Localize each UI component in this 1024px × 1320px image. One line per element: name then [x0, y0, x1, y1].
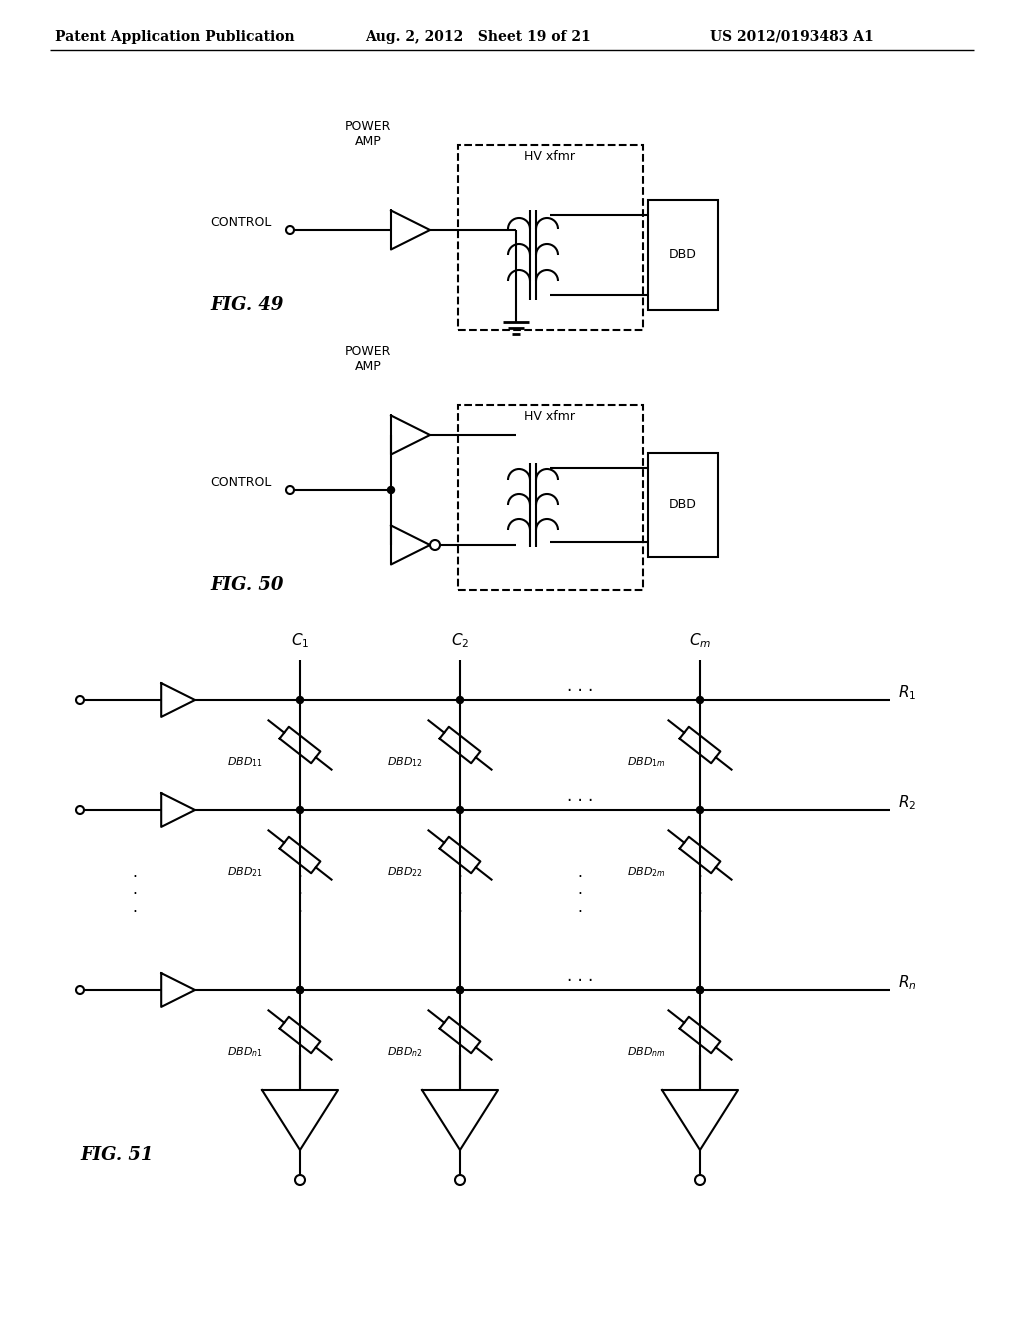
Text: $C_m$: $C_m$ — [689, 631, 711, 649]
Circle shape — [457, 986, 464, 994]
Text: ·
·
·: · · · — [578, 870, 583, 920]
Circle shape — [297, 986, 303, 994]
Text: · · ·: · · · — [567, 682, 593, 700]
Bar — [648, 201, 718, 310]
Text: $R_n$: $R_n$ — [898, 973, 916, 991]
Text: $DBD_{12}$: $DBD_{12}$ — [387, 755, 423, 768]
Text: $DBD_{1m}$: $DBD_{1m}$ — [627, 755, 666, 768]
Circle shape — [696, 697, 703, 704]
Text: $DBD_{n1}$: $DBD_{n1}$ — [227, 1045, 263, 1059]
Text: CONTROL: CONTROL — [210, 477, 271, 488]
Text: FIG. 50: FIG. 50 — [210, 576, 284, 594]
Text: POWER: POWER — [345, 120, 391, 133]
Circle shape — [457, 697, 464, 704]
Text: CONTROL: CONTROL — [210, 216, 271, 228]
Text: AMP: AMP — [354, 360, 381, 374]
Text: $DBD_{11}$: $DBD_{11}$ — [227, 755, 263, 768]
Text: HV xfmr: HV xfmr — [524, 411, 575, 422]
Bar — [458, 405, 643, 590]
Text: AMP: AMP — [354, 135, 381, 148]
Circle shape — [696, 986, 703, 994]
Text: $DBD_{nm}$: $DBD_{nm}$ — [627, 1045, 666, 1059]
Text: $R_2$: $R_2$ — [898, 793, 916, 812]
Text: $C_2$: $C_2$ — [451, 631, 469, 649]
Circle shape — [297, 986, 303, 994]
Text: DBD: DBD — [669, 248, 697, 261]
Text: HV xfmr: HV xfmr — [524, 150, 575, 162]
Text: US 2012/0193483 A1: US 2012/0193483 A1 — [710, 30, 873, 44]
Text: Patent Application Publication: Patent Application Publication — [55, 30, 295, 44]
Text: Aug. 2, 2012   Sheet 19 of 21: Aug. 2, 2012 Sheet 19 of 21 — [365, 30, 591, 44]
Text: $R_1$: $R_1$ — [898, 682, 916, 702]
Circle shape — [297, 807, 303, 813]
Text: $DBD_{n2}$: $DBD_{n2}$ — [387, 1045, 423, 1059]
Text: $C_1$: $C_1$ — [291, 631, 309, 649]
Circle shape — [457, 986, 464, 994]
Text: DBD: DBD — [669, 499, 697, 511]
Circle shape — [696, 986, 703, 994]
Text: · · ·: · · · — [567, 792, 593, 810]
Text: $DBD_{2m}$: $DBD_{2m}$ — [627, 865, 666, 879]
Bar — [648, 453, 718, 557]
Circle shape — [387, 487, 394, 494]
Bar — [458, 145, 643, 330]
Circle shape — [696, 807, 703, 813]
Text: FIG. 49: FIG. 49 — [210, 296, 284, 314]
Text: ·
·
·: · · · — [458, 870, 463, 920]
Text: $DBD_{21}$: $DBD_{21}$ — [227, 865, 263, 879]
Text: · · ·: · · · — [567, 972, 593, 990]
Text: POWER: POWER — [345, 345, 391, 358]
Text: ·
·
·: · · · — [697, 870, 702, 920]
Text: $DBD_{22}$: $DBD_{22}$ — [387, 865, 423, 879]
Circle shape — [297, 697, 303, 704]
Text: ·
·
·: · · · — [132, 870, 137, 920]
Text: FIG. 51: FIG. 51 — [80, 1146, 154, 1164]
Circle shape — [457, 807, 464, 813]
Text: ·
·
·: · · · — [298, 870, 302, 920]
